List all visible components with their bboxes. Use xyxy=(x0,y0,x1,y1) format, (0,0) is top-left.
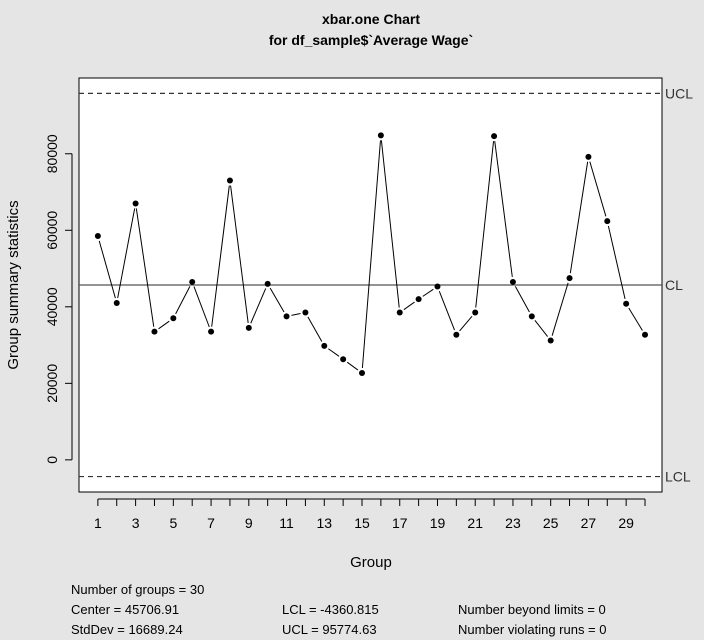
data-point xyxy=(94,233,101,240)
x-tick-label: 17 xyxy=(392,515,408,531)
x-axis-label: Group xyxy=(350,554,392,571)
series-segment xyxy=(117,208,136,299)
ucl-label: UCL xyxy=(665,85,693,101)
stats-col-2: LCL = -4360.815 UCL = 95774.63 xyxy=(282,600,379,640)
series-segment xyxy=(193,286,210,328)
series-segment xyxy=(98,240,116,299)
data-point xyxy=(547,337,554,344)
x-tick-label: 11 xyxy=(279,515,294,531)
series-segment xyxy=(551,282,569,336)
series-segment xyxy=(158,320,170,330)
series-segment xyxy=(230,185,249,323)
stat-center: Center = 45706.91 xyxy=(71,602,180,617)
series-segment xyxy=(328,348,340,357)
stat-violating-runs: Number violating runs = 0 xyxy=(458,622,607,637)
x-tick-label: 21 xyxy=(467,515,483,531)
data-point xyxy=(491,133,498,140)
series-segment xyxy=(250,288,267,324)
series-segment xyxy=(534,320,548,337)
x-tick-label: 7 xyxy=(207,515,215,531)
series-segment xyxy=(589,161,607,217)
series-segment xyxy=(380,140,400,308)
series-segment xyxy=(494,141,513,278)
y-tick-label: 40000 xyxy=(44,287,60,326)
data-point xyxy=(434,283,441,290)
series-segment xyxy=(422,288,434,297)
y-tick-label: 80000 xyxy=(44,134,60,173)
data-point xyxy=(396,309,403,316)
series-segment xyxy=(175,286,191,315)
series-segment xyxy=(628,307,643,331)
stat-beyond-limits: Number beyond limits = 0 xyxy=(458,602,606,617)
data-point xyxy=(642,331,649,338)
data-point xyxy=(208,328,215,335)
y-tick-label: 20000 xyxy=(44,364,60,403)
stats-col-3: Number beyond limits = 0 Number violatin… xyxy=(458,600,607,640)
series-segment xyxy=(269,287,285,313)
data-point xyxy=(453,331,460,338)
data-point xyxy=(340,356,347,363)
data-point xyxy=(623,300,630,307)
data-point xyxy=(170,315,177,322)
y-axis-label: Group summary statistics xyxy=(5,200,22,369)
series-segment xyxy=(135,208,155,327)
series-segment xyxy=(403,301,415,311)
x-tick-label: 1 xyxy=(94,515,102,531)
stat-groups: Number of groups = 30 xyxy=(71,582,205,597)
x-tick-label: 9 xyxy=(245,515,253,531)
data-point xyxy=(509,278,516,285)
data-point xyxy=(245,324,252,331)
data-point xyxy=(264,280,271,287)
series-segment xyxy=(475,141,495,308)
stat-stddev: StdDev = 16689.24 xyxy=(71,622,183,637)
data-point xyxy=(283,313,290,320)
y-tick-label: 0 xyxy=(44,456,60,464)
data-point xyxy=(472,309,479,316)
series-segment xyxy=(438,291,455,331)
x-tick-label: 29 xyxy=(618,515,634,531)
stat-ucl: UCL = 95774.63 xyxy=(282,622,377,637)
x-tick-label: 25 xyxy=(543,515,559,531)
stats-col-1: Number of groups = 30 Center = 45706.91 … xyxy=(71,580,204,640)
x-tick-label: 23 xyxy=(505,515,521,531)
data-point xyxy=(151,328,158,335)
data-point xyxy=(359,370,366,377)
data-point xyxy=(302,309,309,316)
data-point xyxy=(226,177,233,184)
data-point xyxy=(321,342,328,349)
y-tick-label: 60000 xyxy=(44,211,60,250)
stat-lcl: LCL = -4360.815 xyxy=(282,602,379,617)
data-point xyxy=(528,313,535,320)
series-segment xyxy=(291,313,301,316)
data-point xyxy=(132,200,139,207)
x-tick-label: 15 xyxy=(354,515,370,531)
lcl-label: LCL xyxy=(665,469,691,485)
chart-subtitle: for df_sample$`Average Wage` xyxy=(269,32,473,48)
series-segment xyxy=(361,140,381,369)
series-segment xyxy=(459,316,473,332)
x-tick-label: 5 xyxy=(169,515,177,531)
data-point xyxy=(377,132,384,139)
series-segment xyxy=(307,316,323,342)
series-segment xyxy=(211,185,230,327)
x-tick-label: 13 xyxy=(316,515,332,531)
data-point xyxy=(604,218,611,225)
x-tick-label: 19 xyxy=(430,515,446,531)
series-segment xyxy=(514,286,530,313)
series-segment xyxy=(569,161,589,274)
data-point xyxy=(566,275,573,282)
x-tick-label: 27 xyxy=(581,515,597,531)
data-point xyxy=(189,278,196,285)
series-segment xyxy=(346,361,359,371)
data-point xyxy=(585,153,592,160)
chart-title: xbar.one Chart xyxy=(322,11,420,27)
xbar-chart: xbar.one Chart for df_sample$`Average Wa… xyxy=(5,11,693,571)
series-segment xyxy=(607,225,626,299)
data-point xyxy=(415,296,422,303)
x-tick-label: 3 xyxy=(132,515,140,531)
data-point xyxy=(113,299,120,306)
cl-label: CL xyxy=(665,277,683,293)
